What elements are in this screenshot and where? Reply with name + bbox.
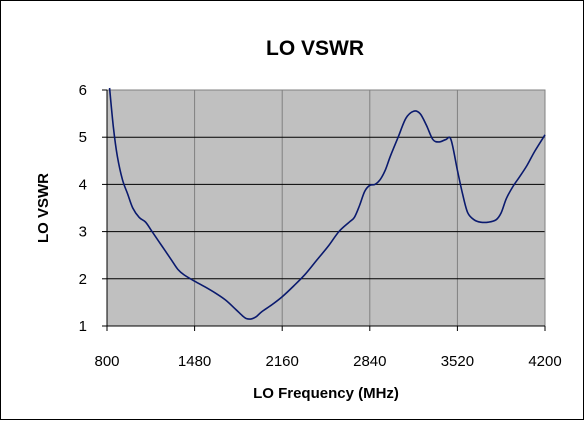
y-tick-label: 5 (79, 129, 87, 146)
y-axis-ticks: 1 2 3 4 5 6 (79, 82, 107, 335)
vswr-series-line (108, 87, 546, 320)
y-tick-label: 4 (79, 176, 87, 193)
horizontal-gridlines (107, 136, 545, 280)
x-tick-label: 4200 (528, 353, 561, 370)
y-tick-label: 3 (79, 224, 87, 241)
vertical-gridlines (194, 90, 458, 326)
x-axis-ticks: 800 1480 2160 2840 3520 4200 (94, 326, 562, 370)
plot-area (107, 90, 545, 326)
x-tick-label: 2160 (266, 353, 299, 370)
y-tick-label: 6 (79, 82, 87, 99)
x-tick-label: 3520 (441, 353, 474, 370)
y-tick-label: 2 (79, 271, 87, 288)
x-axis-label: LO Frequency (MHz) (253, 385, 399, 402)
chart-title: LO VSWR (266, 37, 364, 60)
x-tick-label: 800 (94, 353, 119, 370)
y-axis-label: LO VSWR (35, 173, 52, 243)
x-tick-label: 2840 (353, 353, 386, 370)
y-tick-label: 1 (79, 318, 87, 335)
x-tick-label: 1480 (178, 353, 211, 370)
